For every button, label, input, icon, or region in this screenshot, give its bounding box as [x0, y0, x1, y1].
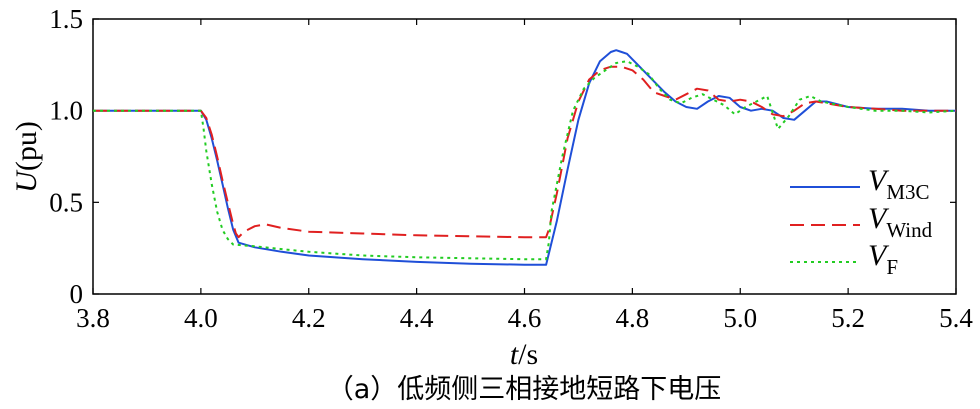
legend-label-f: VF: [868, 239, 898, 279]
x-tick-label-2: 4.2: [292, 303, 326, 333]
y-axis-label-var: U: [10, 169, 43, 193]
series-line-f: [93, 60, 957, 261]
x-axis-label-unit: /s: [518, 338, 538, 371]
legend-label-wind: VWind: [868, 202, 933, 242]
legend-label-main: V: [868, 202, 890, 235]
chart-caption: （a）低频侧三相接地短路下电压: [327, 374, 722, 405]
x-tick-label-1: 4.0: [184, 303, 218, 333]
series-line-wind: [93, 65, 956, 239]
x-tick-label-4: 4.6: [508, 303, 542, 333]
x-tick-label-7: 5.2: [831, 303, 865, 333]
x-tick-label-3: 4.4: [400, 303, 434, 333]
x-tick-label-5: 4.8: [616, 303, 650, 333]
legend-label-sub: F: [886, 255, 898, 279]
legend-label-m3c: VM3C: [868, 164, 930, 204]
series-line-m3c: [93, 49, 956, 266]
y-ticks: 0 0.5 1.0 1.5: [49, 4, 956, 309]
y-tick-label-1: 0.5: [49, 187, 83, 217]
x-tick-label-8: 5.4: [939, 303, 973, 333]
legend-label-main: V: [868, 164, 890, 197]
y-tick-label-2: 1.0: [49, 96, 83, 126]
x-ticks: 3.8 4.0 4.2 4.4 4.6 4.8 5.0 5.2 5.4: [76, 19, 973, 333]
y-axis-label: U(pu): [10, 121, 43, 193]
x-axis-label-var: t: [510, 338, 519, 371]
y-tick-label-3: 1.5: [49, 4, 83, 34]
legend-label-main: V: [868, 239, 890, 272]
x-axis-label: t/s: [510, 338, 538, 371]
legend-label-sub: M3C: [886, 180, 929, 204]
legend-label-sub: Wind: [886, 218, 932, 242]
y-axis-label-unit: (pu): [10, 121, 43, 171]
x-tick-label-0: 3.8: [76, 303, 110, 333]
x-tick-label-6: 5.0: [723, 303, 757, 333]
y-tick-label-0: 0: [70, 279, 84, 309]
series-layer: [93, 49, 957, 266]
plot-frame: [92, 18, 957, 295]
